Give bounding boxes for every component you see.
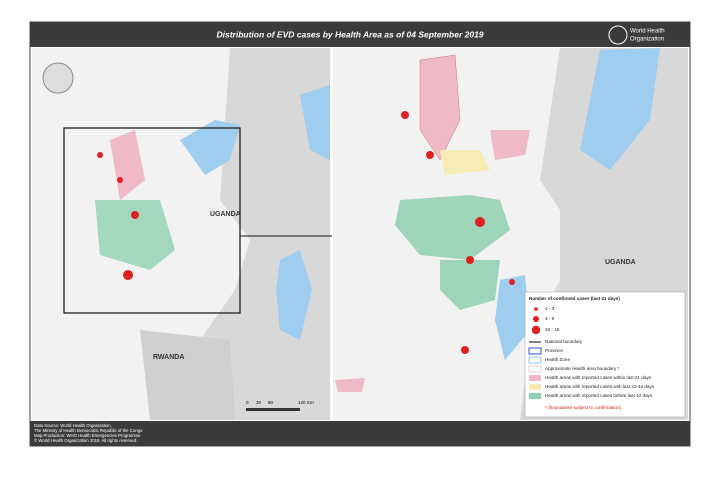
lake xyxy=(180,120,240,175)
lake xyxy=(300,85,330,160)
legend-label: Health areas with reported cases before … xyxy=(545,393,653,398)
lake xyxy=(580,48,660,170)
rwanda-area xyxy=(140,330,235,420)
legend-note: * (boundaries subject to confirmation) xyxy=(545,405,622,410)
org-name: World Health xyxy=(630,29,665,35)
legend-label: 10 - 16 xyxy=(545,327,560,332)
case-dot xyxy=(117,177,123,183)
legend-label: 4 - 9 xyxy=(545,316,555,321)
legend-swatch xyxy=(528,365,542,373)
legend-label: 1 - 3 xyxy=(545,306,555,311)
legend-label: Health Zone xyxy=(545,357,570,362)
health-areas-21d xyxy=(335,378,365,392)
case-dot xyxy=(97,152,103,158)
case-dot xyxy=(123,270,133,280)
case-dot xyxy=(509,279,515,285)
case-dot xyxy=(466,256,474,264)
health-areas xyxy=(95,200,175,270)
lake xyxy=(495,275,530,360)
legend-label: Health areas with reported cases within … xyxy=(545,375,652,380)
health-areas-old xyxy=(440,260,500,310)
health-areas-old xyxy=(395,195,510,260)
legend-label: Province xyxy=(545,348,563,353)
org-name: Organization xyxy=(630,37,664,43)
case-dot xyxy=(461,346,469,354)
inset-globe xyxy=(42,62,74,94)
footer-text: The Ministry of Health Democratic Republ… xyxy=(34,428,143,433)
scale-label: 60 xyxy=(268,400,274,405)
case-dot xyxy=(401,111,409,119)
country-label: UGANDA xyxy=(605,259,636,266)
scale-label: 0 xyxy=(246,400,249,405)
who-logo xyxy=(608,25,628,45)
header-bar xyxy=(30,22,690,47)
case-dot xyxy=(426,151,434,159)
country-label: UGANDA xyxy=(210,211,241,218)
footer-text: © World Health Organization 2019. All ri… xyxy=(34,438,137,443)
legend-swatch xyxy=(529,393,541,399)
scale-label: 120 xyxy=(298,400,306,405)
legend-swatch xyxy=(528,356,542,364)
legend xyxy=(524,291,686,418)
country-label: RWANDA xyxy=(153,354,184,361)
title: Distribution of EVD cases by Health Area… xyxy=(216,29,483,39)
health-areas-21d xyxy=(419,54,461,161)
legend-dot xyxy=(533,316,539,322)
health-areas-21d xyxy=(490,130,530,160)
legend-label: National boundary xyxy=(545,339,583,344)
case-dot xyxy=(131,211,139,219)
legend-swatch xyxy=(529,384,541,390)
case-dot xyxy=(475,217,485,227)
lake xyxy=(276,250,312,340)
legend-label: Approximate Health area boundary * xyxy=(545,366,620,371)
footer-bar xyxy=(30,421,690,446)
footer-text: Map Production: WHO Health Emergencies P… xyxy=(34,433,141,438)
health-areas-22-42d xyxy=(440,150,490,175)
zoom-box xyxy=(63,127,241,314)
legend-dot xyxy=(534,307,538,311)
legend-swatch xyxy=(528,347,542,355)
legend-title: Number of confirmed cases (last 21 days) xyxy=(529,296,620,301)
scale-label: Km xyxy=(307,400,314,405)
legend-swatch xyxy=(529,375,541,381)
footer-text: Data Source: World Health Organization, xyxy=(34,423,112,428)
scale-label: 30 xyxy=(256,400,262,405)
legend-dot xyxy=(531,325,541,335)
legend-label: Health areas with reported cases with la… xyxy=(545,384,655,389)
scale-bar xyxy=(246,408,300,411)
